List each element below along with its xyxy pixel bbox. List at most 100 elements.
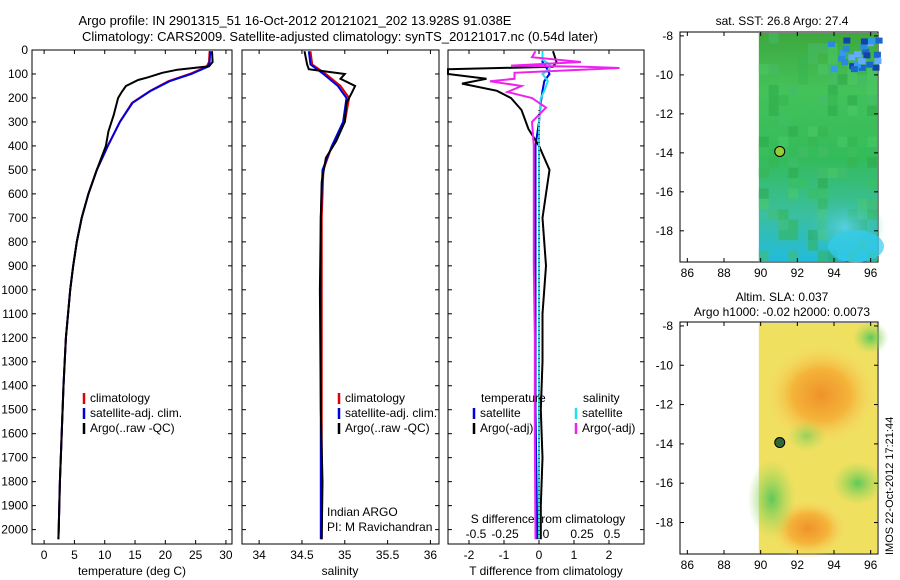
depth-tick-label: 1200 [1, 331, 28, 345]
s-diff-tick-label: 0.25 [570, 527, 594, 541]
sla_map-xtick-label: 92 [791, 558, 805, 572]
sst-cell [867, 136, 877, 147]
sst-cell-cool [863, 52, 871, 59]
difference-xtick-label: 1 [571, 548, 578, 562]
sst-cell [768, 64, 779, 75]
depth-tick-label: 900 [8, 259, 28, 273]
sst_map-ytick-label: -8 [662, 29, 673, 43]
temperature-xtick-label: 25 [189, 548, 203, 562]
sst-cell [798, 178, 809, 189]
temperature-xtick-label: 15 [128, 548, 142, 562]
sla_map-ytick-label: -14 [656, 437, 674, 451]
sst-cell [817, 167, 828, 179]
sst-cell-cool [867, 38, 875, 45]
depth-tick-label: 2000 [1, 523, 28, 537]
sla_map-xtick-label: 90 [754, 558, 768, 572]
sst-cell [808, 240, 818, 251]
sst-cell [867, 74, 877, 85]
sst-cell [827, 250, 838, 261]
sst-cell [837, 167, 848, 179]
sst-cell [758, 167, 769, 179]
difference-xtick-label: 0 [536, 548, 543, 562]
sst-cell [867, 198, 877, 210]
sla_map-xtick-label: 94 [827, 558, 841, 572]
sst-cell [778, 95, 789, 106]
sst-cell [778, 115, 789, 127]
legend-entry: satellite [480, 406, 521, 420]
pi-annotation-line2: PI: M Ravichandran [327, 520, 432, 534]
sst-cell [847, 95, 858, 106]
sla-map-subtitle: Argo h1000: -0.02 h2000: 0.0073 [694, 305, 870, 319]
salinity-xtick-label: 36 [424, 548, 438, 562]
legend-entry: Argo(..raw -QC) [90, 421, 175, 435]
sst_map-xtick-label: 92 [791, 266, 805, 280]
sst-cell [867, 157, 877, 168]
sst-cell-cool [860, 38, 868, 45]
depth-tick-label: 1300 [1, 355, 28, 369]
sst-cell-cool [841, 59, 849, 66]
sst-cell [788, 250, 799, 261]
sst-cell-cool [853, 51, 861, 58]
sst-cell [758, 64, 769, 75]
sst-cell-cool [842, 45, 850, 52]
sla_map-ytick-label: -8 [662, 319, 673, 333]
temperature-xtick-label: 30 [219, 548, 233, 562]
sst_map-ytick-label: -10 [656, 68, 674, 82]
sst-cell [768, 157, 779, 168]
sst-cell [817, 126, 828, 137]
sst-cell [768, 126, 779, 137]
sst_map-xtick-label: 94 [827, 266, 841, 280]
sst-cell-cool [874, 58, 882, 65]
sst-cell [758, 250, 769, 261]
salinity-xtick-label: 35 [338, 548, 352, 562]
sst-cell [798, 64, 809, 75]
depth-tick-label: 1700 [1, 451, 28, 465]
depth-tick-label: 200 [8, 91, 28, 105]
sst-cell [798, 53, 809, 65]
temperature-profile-chart: temperature (deg C) 0 5 10 15 20 25 3001002003… [1, 43, 233, 578]
sla-map-title: Altim. SLA: 0.037 [736, 290, 829, 304]
temperature-xtick-label: 5 [71, 548, 78, 562]
temperature-plot-frame [31, 49, 233, 545]
sst-cell-cool [866, 61, 874, 68]
sst-cell [758, 147, 769, 158]
sst-cell [778, 136, 789, 147]
legend-entry: satellite [582, 406, 623, 420]
sst-cell [827, 53, 838, 65]
sst-cell [817, 43, 828, 54]
sst-cell [867, 178, 877, 189]
sst-cell [778, 209, 789, 220]
sst-cell [788, 167, 799, 179]
difference-xtick-label: -1 [499, 548, 510, 562]
pi-annotation-line1: Indian ARGO [327, 505, 398, 519]
sst-cell [837, 105, 848, 116]
sst_map-xtick-label: 90 [754, 266, 768, 280]
sst-cell [808, 188, 818, 199]
legend-entry: Argo(-adj) [480, 421, 533, 435]
sst-cell [788, 84, 799, 96]
sst_map-ytick-label: -14 [656, 146, 674, 160]
sst-cell-cool [848, 54, 856, 61]
sla_map-ytick-label: -18 [656, 516, 674, 530]
sst-cell-cool [862, 48, 870, 55]
sst-cell [817, 95, 828, 106]
depth-tick-label: 700 [8, 211, 28, 225]
sst-cell [867, 64, 877, 75]
sla_map-xtick-label: 96 [864, 558, 878, 572]
sla-high-north [763, 342, 880, 447]
salinity-profile-chart: salinity Indian ARGO PI: M Ravichandran … [241, 49, 440, 578]
difference-plot-frame [447, 49, 645, 545]
depth-tick-label: 1800 [1, 475, 28, 489]
sst_map-ytick-label: -16 [656, 185, 674, 199]
sst-map-title: sat. SST: 26.8 Argo: 27.4 [716, 14, 849, 28]
difference-xtick-label: -2 [464, 548, 475, 562]
sst-cell [768, 84, 779, 96]
sst-cell [827, 84, 838, 96]
sst-cell [867, 84, 877, 96]
sst-cell [837, 74, 848, 85]
sst-cell [847, 105, 858, 116]
sla_map-xtick-label: 86 [681, 558, 695, 572]
depth-tick-label: 600 [8, 187, 28, 201]
sst-cell [788, 188, 799, 199]
series-line [303, 51, 357, 540]
